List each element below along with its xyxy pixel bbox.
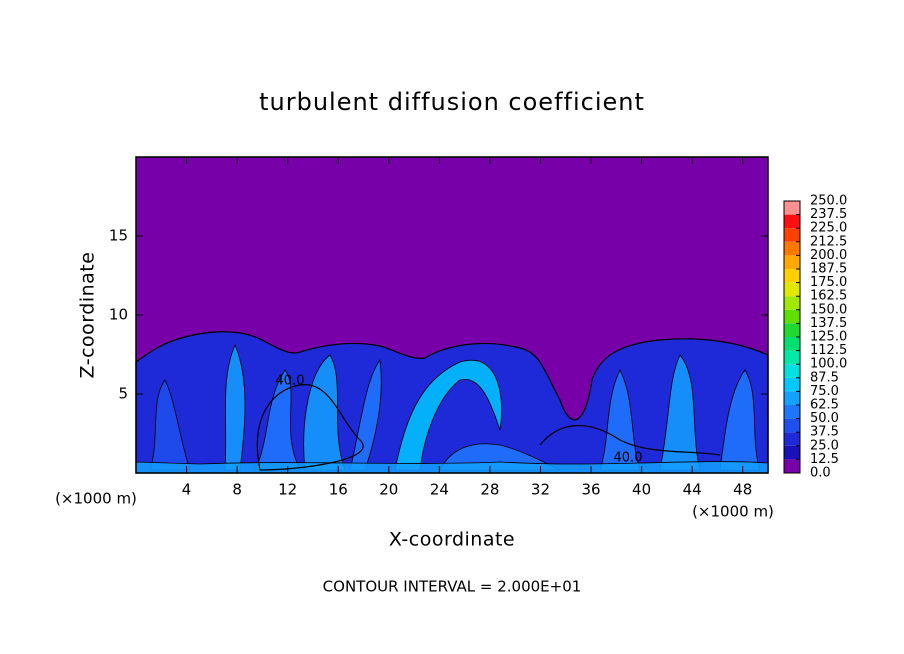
- x-tick-label: 40: [632, 481, 651, 499]
- colorbar-label: 150.0: [810, 302, 847, 317]
- x-tick-label: 12: [278, 481, 297, 499]
- x-axis-label: X-coordinate: [389, 529, 515, 551]
- colorbar-label: 37.5: [810, 425, 839, 440]
- colorbar-band: [784, 364, 800, 378]
- y-tick-label: 15: [109, 227, 128, 245]
- colorbar-label: 50.0: [810, 411, 839, 426]
- field-region: [349, 358, 382, 471]
- colorbar-band: [784, 445, 800, 460]
- contour-field: [135, 157, 769, 474]
- colorbar-band: [784, 405, 800, 419]
- contour-line: [539, 425, 721, 456]
- colorbar-label: 187.5: [810, 262, 847, 277]
- contour-label: 40.0: [276, 374, 305, 389]
- x-tick-label: 24: [430, 481, 449, 499]
- colorbar-band: [784, 296, 800, 310]
- y-tick-label: 10: [109, 306, 128, 324]
- colorbar-label: 175.0: [810, 275, 847, 290]
- colorbar-label: 125.0: [810, 330, 847, 345]
- y-unit-label: (×1000 m): [55, 490, 137, 508]
- y-axis-label: Z-coordinate: [77, 252, 99, 379]
- colorbar-band: [784, 201, 800, 215]
- x-tick-label: 8: [232, 481, 242, 499]
- colorbar-label: 0.0: [810, 466, 831, 481]
- colorbar-band: [784, 459, 800, 473]
- colorbar-band: [784, 350, 800, 365]
- field-region: [599, 369, 641, 471]
- colorbar-label: 87.5: [810, 370, 839, 385]
- colorbar-band: [784, 228, 800, 242]
- colorbar-label: 200.0: [810, 248, 847, 263]
- colorbar-band: [784, 255, 800, 269]
- field-region: [149, 379, 191, 471]
- field-region: [303, 354, 346, 471]
- colorbar-label: 237.5: [810, 207, 847, 222]
- colorbar-label: 250.0: [810, 194, 847, 209]
- footer-note: CONTOUR INTERVAL = 2.000E+01: [323, 578, 582, 596]
- colorbar-label: 212.5: [810, 234, 847, 249]
- colorbar-label: 112.5: [810, 343, 847, 358]
- colorbar-band: [784, 323, 800, 337]
- colorbar-band: [784, 269, 800, 283]
- field-region: [254, 369, 301, 471]
- x-tick-label: 20: [379, 481, 398, 499]
- y-tick-label: 5: [118, 385, 128, 403]
- colorbar-band: [784, 377, 800, 392]
- colorbar-label: 25.0: [810, 438, 839, 453]
- x-tick-label: 28: [480, 481, 499, 499]
- field-region: [224, 343, 246, 471]
- colorbar-label: 137.5: [810, 316, 847, 331]
- field-region: [135, 461, 769, 474]
- colorbar-band: [784, 418, 800, 433]
- x-unit-label: (×1000 m): [692, 503, 774, 521]
- marks: 40.040.04 8 12 16 20 24 28 32 36 40 44 48510150.012…: [109, 156, 847, 499]
- contour-line: [256, 384, 364, 471]
- x-tick-label: 32: [531, 481, 550, 499]
- x-tick-label: 4: [182, 481, 192, 499]
- x-tick-label: 36: [581, 481, 600, 499]
- x-tick-label: 48: [733, 481, 752, 499]
- colorbar-label: 12.5: [810, 452, 839, 467]
- contour-label: 40.0: [614, 451, 643, 466]
- colorbar-band: [784, 214, 800, 229]
- colorbar-band: [784, 241, 800, 256]
- chart-title: turbulent diffusion coefficient: [259, 88, 645, 116]
- colorbar-band: [784, 337, 800, 351]
- field-region: [394, 359, 502, 471]
- x-tick-label: 16: [329, 481, 348, 499]
- colorbar-band: [784, 432, 800, 446]
- colorbar-band: [784, 391, 800, 405]
- x-tick-label: 44: [683, 481, 702, 499]
- colorbar-label: 225.0: [810, 221, 847, 236]
- colorbar-label: 162.5: [810, 289, 847, 304]
- colorbar-label: 62.5: [810, 398, 839, 413]
- colorbar-band: [784, 282, 800, 297]
- colorbar-band: [784, 309, 800, 324]
- field-region: [719, 369, 761, 471]
- field-region: [659, 354, 701, 471]
- colorbar-label: 100.0: [810, 357, 847, 372]
- colorbar-label: 75.0: [810, 384, 839, 399]
